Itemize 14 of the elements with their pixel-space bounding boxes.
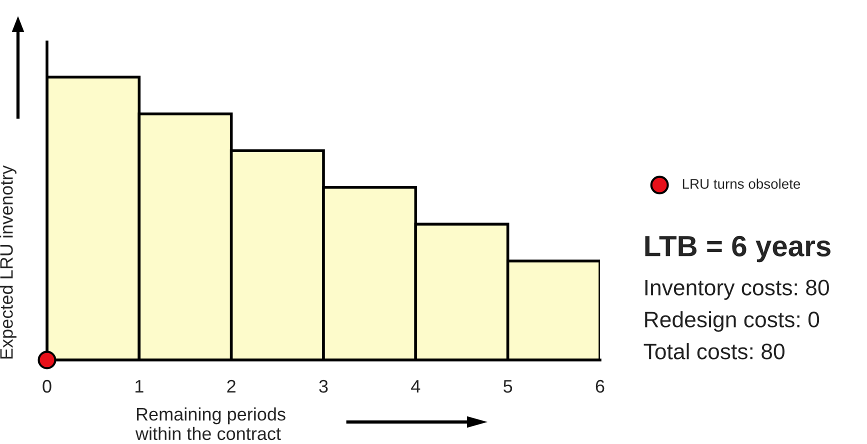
text: LTB = 6 years [645,236,830,262]
text: Inventory costs: 80 [645,280,829,300]
x-tick-label: 3 [319,380,328,393]
x-tick-label: 2 [227,380,236,393]
x-tick-label: 4 [411,380,420,393]
x-tick-label: 5 [504,380,512,393]
x-axis-title: Remaining periods within the contract [135,407,286,440]
x-tick-label: 6 [596,380,604,393]
y-axis-title: Expected LRU invenotry [0,165,16,359]
text: Redesign costs: 0 [645,311,820,332]
text: Total costs: 80 [644,343,784,360]
x-tick-label: 0 [42,380,52,393]
x-tick-label: 1 [136,380,144,393]
legend-label: LRU turns obsolete [682,178,800,189]
